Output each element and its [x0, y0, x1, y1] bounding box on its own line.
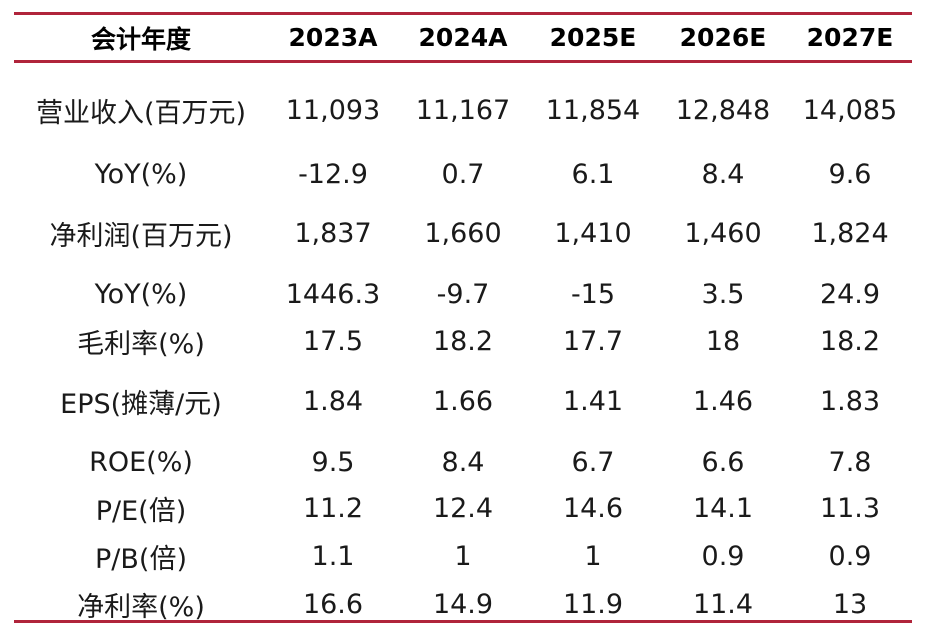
header-row: 会计年度 2023A 2024A 2025E 2026E 2027E [14, 15, 912, 60]
table-cell: 14.1 [692, 492, 754, 524]
header-cell-fiscal-year: 会计年度 [90, 24, 191, 54]
table-cell: 1.83 [819, 385, 881, 417]
table-row: YoY(%) 1446.3 -9.7 -15 3.5 24.9 [14, 276, 912, 312]
table-cell: 14,085 [802, 94, 898, 126]
table-cell: -15 [570, 278, 616, 310]
table-row: 净利率(%) 16.6 14.9 11.9 11.4 13 [14, 586, 912, 623]
table-cell: 0.9 [828, 540, 872, 572]
table-cell: 11,167 [415, 94, 511, 126]
table-cell: 14.9 [432, 588, 494, 620]
table-row: EPS(摊薄/元) 1.84 1.66 1.41 1.46 1.83 [14, 383, 912, 420]
top-rule [14, 12, 912, 15]
table-cell: 1 [454, 540, 472, 572]
row-label: ROE(%) [89, 446, 193, 478]
table-cell: 7.8 [828, 446, 872, 478]
header-cell-2027e: 2027E [806, 23, 894, 52]
table-row: 毛利率(%) 17.5 18.2 17.7 18 18.2 [14, 323, 912, 360]
table-row: P/B(倍) 1.1 1 1 0.9 0.9 [14, 538, 912, 575]
table-cell: 13 [832, 588, 868, 620]
financial-forecast-table: 会计年度 2023A 2024A 2025E 2026E 2027E 营业收入(… [14, 12, 912, 623]
table-cell: 1,410 [554, 217, 632, 249]
table-cell: -9.7 [436, 278, 490, 310]
header-cell-2024a: 2024A [418, 23, 508, 52]
table-cell: 18.2 [819, 325, 881, 357]
table-cell: 9.6 [828, 158, 872, 190]
table-cell: 12,848 [675, 94, 771, 126]
header-rule [14, 60, 912, 63]
table-cell: 11,093 [285, 94, 381, 126]
table-header: 会计年度 2023A 2024A 2025E 2026E 2027E [14, 12, 912, 63]
row-label: 营业收入(百万元) [35, 97, 247, 129]
table-cell: 11,854 [545, 94, 641, 126]
row-label: 净利率(%) [77, 591, 205, 623]
table-cell: 1446.3 [285, 278, 381, 310]
table-cell: 24.9 [819, 278, 881, 310]
table-row: P/E(倍) 11.2 12.4 14.6 14.1 11.3 [14, 490, 912, 527]
table-cell: 1.84 [302, 385, 364, 417]
table-cell: 18 [705, 325, 741, 357]
table-cell: 6.7 [571, 446, 615, 478]
header-cell-2023a: 2023A [288, 23, 378, 52]
header-cell-2025e: 2025E [549, 23, 637, 52]
table-cell: 17.7 [562, 325, 624, 357]
table-cell: 1,660 [424, 217, 502, 249]
table-cell: 6.1 [571, 158, 615, 190]
table-row: 营业收入(百万元) 11,093 11,167 11,854 12,848 14,085 [14, 92, 912, 129]
table-cell: 1,837 [294, 217, 372, 249]
table-cell: 8.4 [701, 158, 745, 190]
table-cell: 8.4 [441, 446, 485, 478]
bottom-rule [14, 620, 912, 623]
table-cell: 11.9 [562, 588, 624, 620]
table-cell: 17.5 [302, 325, 364, 357]
table-cell: 1.41 [562, 385, 624, 417]
table-row: 净利润(百万元) 1,837 1,660 1,410 1,460 1,824 [14, 215, 912, 252]
row-label: EPS(摊薄/元) [60, 388, 222, 420]
row-label: YoY(%) [94, 278, 188, 310]
table-cell: 14.6 [562, 492, 624, 524]
table-cell: 16.6 [302, 588, 364, 620]
table-cell: 1 [584, 540, 602, 572]
table-cell: 11.2 [302, 492, 364, 524]
table-cell: 11.3 [819, 492, 881, 524]
table-cell: 9.5 [311, 446, 355, 478]
header-cell-2026e: 2026E [679, 23, 767, 52]
table-row: ROE(%) 9.5 8.4 6.7 6.6 7.8 [14, 444, 912, 480]
table-cell: 0.7 [441, 158, 485, 190]
table-cell: 0.9 [701, 540, 745, 572]
row-label: P/B(倍) [95, 543, 187, 575]
row-label: YoY(%) [94, 158, 188, 190]
table-cell: 1,824 [811, 217, 889, 249]
table-cell: 3.5 [701, 278, 745, 310]
table-cell: 1.46 [692, 385, 754, 417]
table-cell: 1.1 [311, 540, 355, 572]
row-label: P/E(倍) [95, 495, 187, 527]
table-cell: 1.66 [432, 385, 494, 417]
table-cell: 12.4 [432, 492, 494, 524]
row-label: 净利润(百万元) [49, 220, 233, 252]
table-cell: 11.4 [692, 588, 754, 620]
row-label: 毛利率(%) [77, 328, 205, 360]
table-cell: 18.2 [432, 325, 494, 357]
table-cell: 1,460 [684, 217, 762, 249]
table-cell: -12.9 [298, 158, 368, 190]
table-row: YoY(%) -12.9 0.7 6.1 8.4 9.6 [14, 156, 912, 192]
table-cell: 6.6 [701, 446, 745, 478]
